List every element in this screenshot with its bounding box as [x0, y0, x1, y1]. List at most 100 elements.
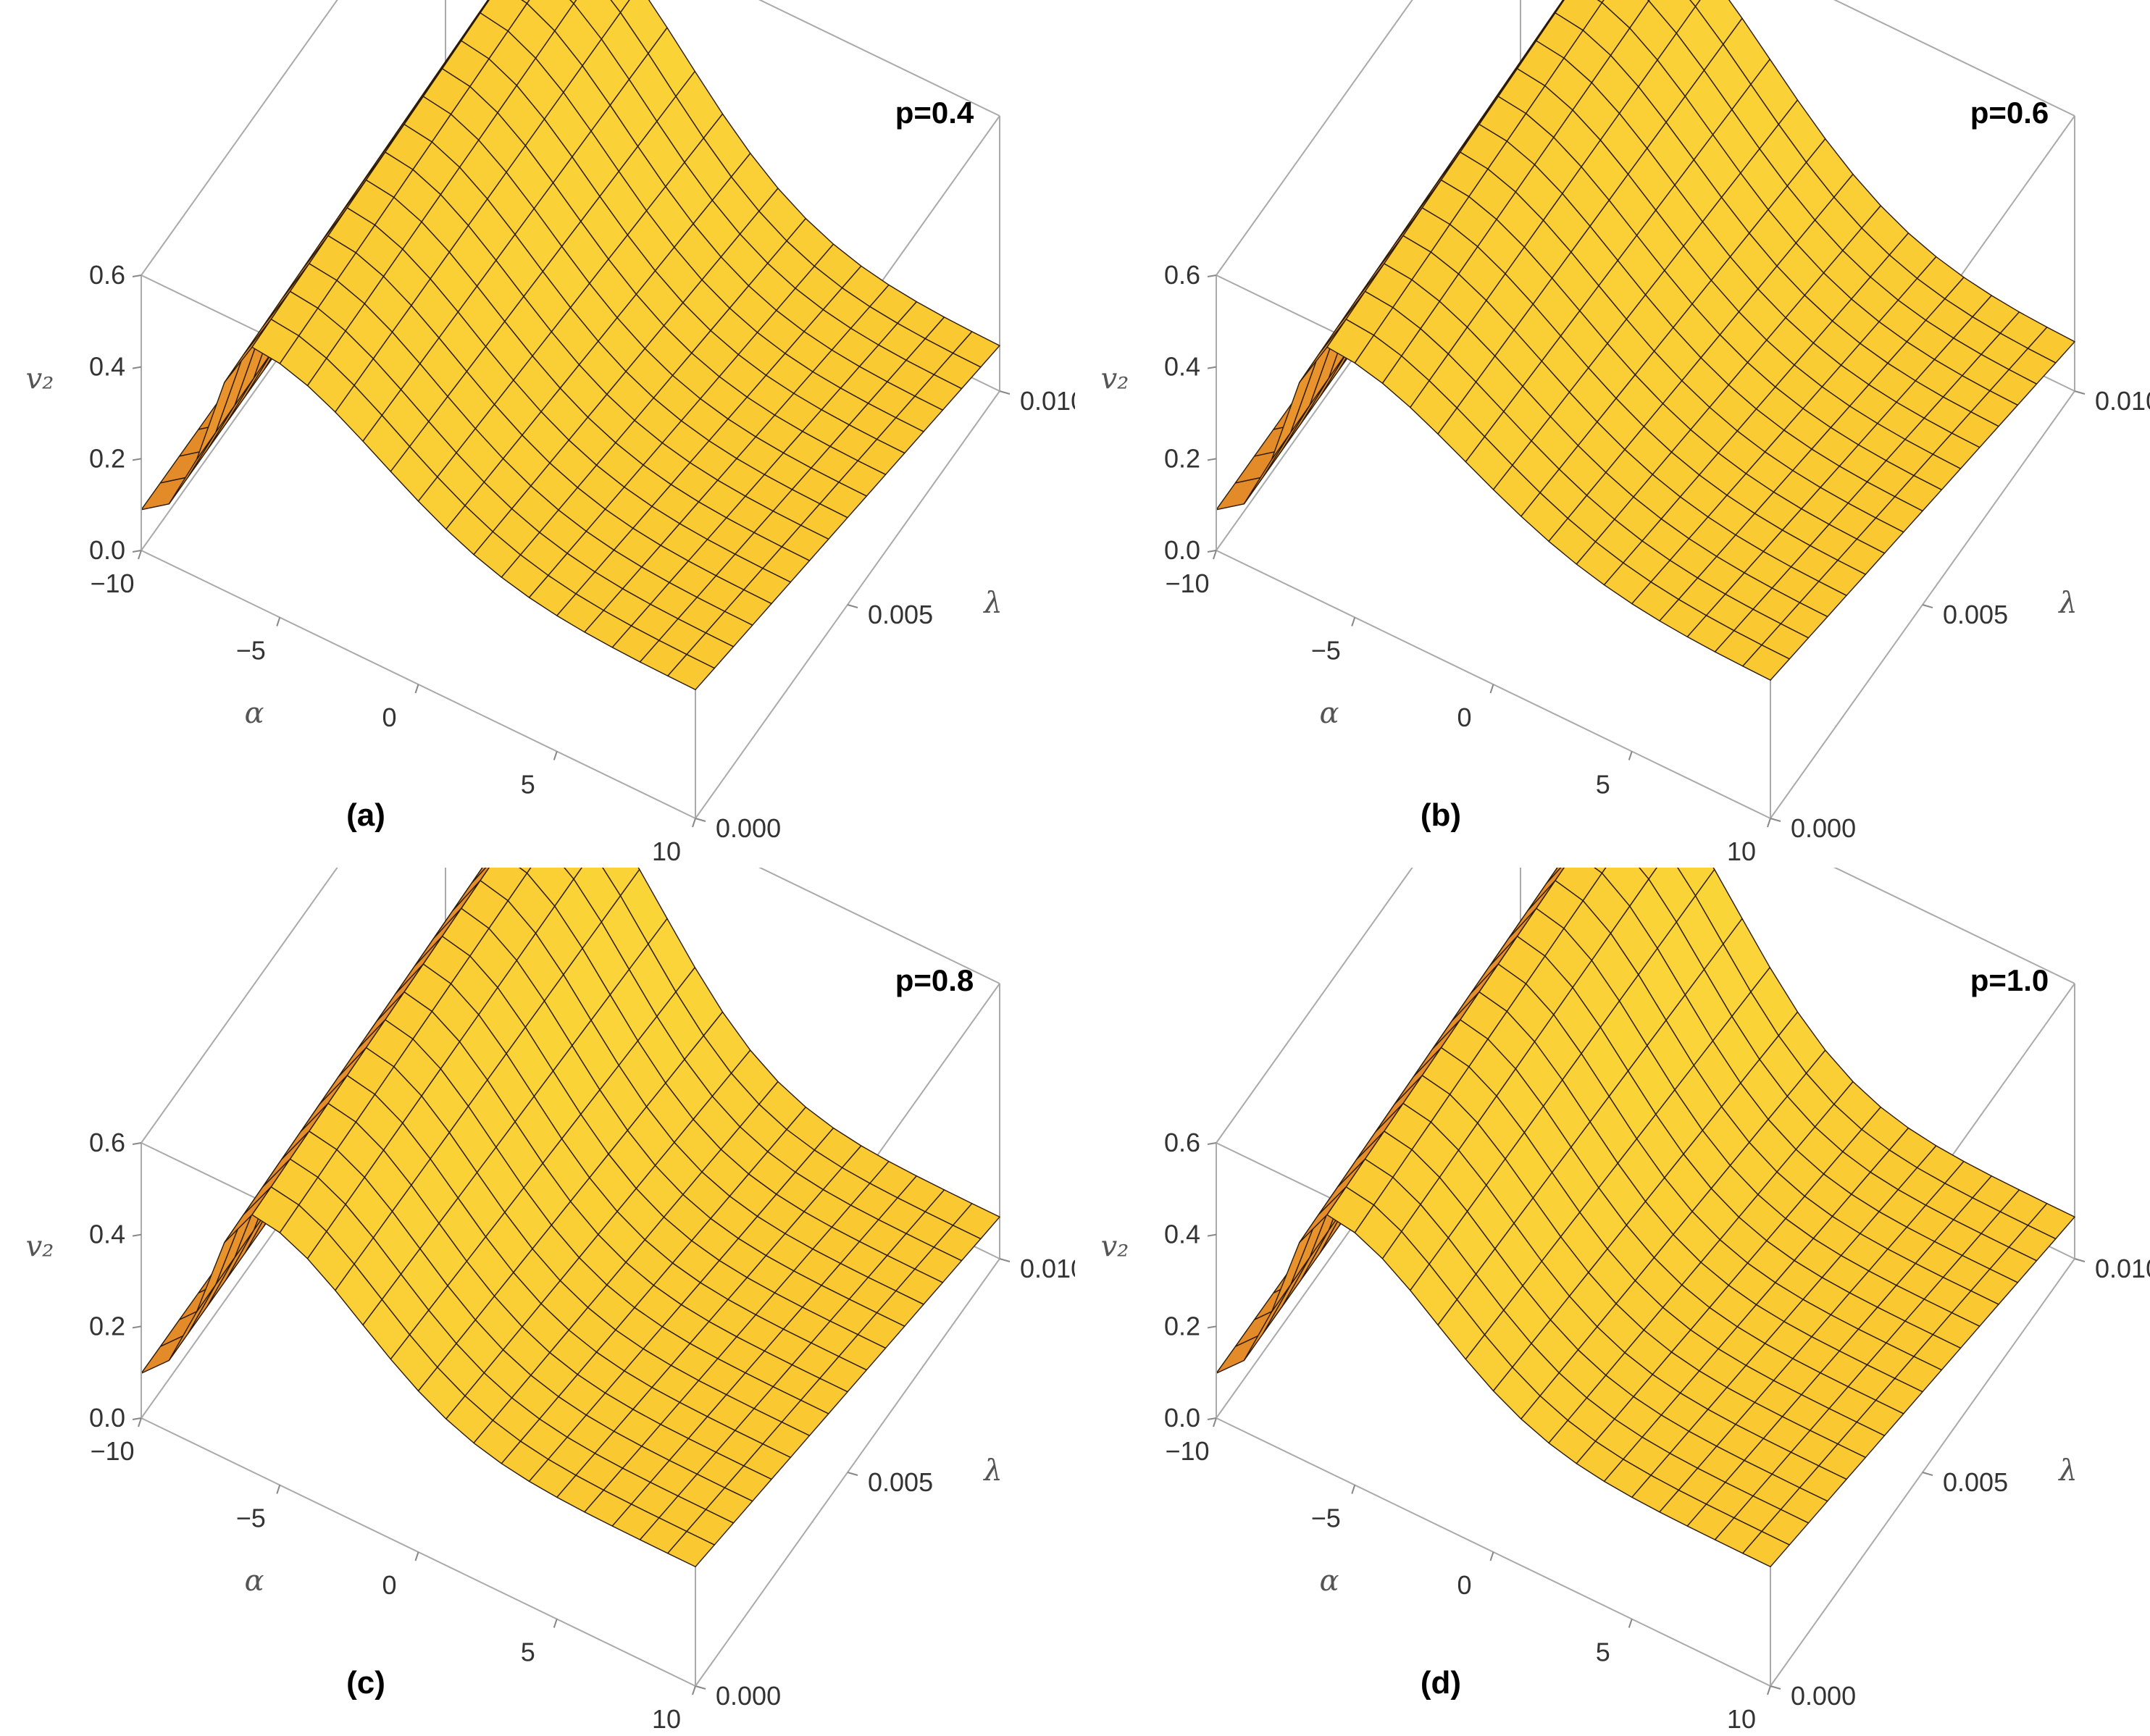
lambda-tick-b-0 [1770, 818, 1781, 822]
v2-tick-label-c-3: 0.6 [89, 1128, 125, 1157]
lambda-tick-d-1 [1922, 1472, 1933, 1476]
alpha-tick-label-c-3: 5 [521, 1638, 535, 1667]
alpha-tick-label-b-1: −5 [1311, 636, 1341, 666]
v2-axis-label-a: v₂ [26, 363, 54, 396]
alpha-tick-c-0 [138, 1417, 142, 1427]
lambda-tick-b-2 [2074, 390, 2086, 395]
lambda-tick-c-0 [695, 1685, 706, 1690]
alpha-tick-label-b-2: 0 [1457, 703, 1471, 732]
panel-label-d: (d) [1421, 1665, 1461, 1701]
lambda-tick-label-c-0: 0.000 [716, 1681, 781, 1711]
lambda-axis-label-a: λ [982, 587, 1002, 620]
surface-quad-d-4-13 [1594, 868, 1607, 874]
surface-svg-a: −10 −5 0 5 10 0.000 0.005 0.010 0.0 0.2 0.4 0.6 α λ v₂… [26, 0, 1075, 866]
v2-tick-a-3 [132, 274, 142, 277]
v2-tick-a-2 [132, 366, 142, 369]
v2-tick-label-c-0: 0.0 [89, 1403, 125, 1433]
alpha-tick-a-1 [276, 617, 281, 626]
alpha-tick-label-d-0: −10 [1165, 1436, 1209, 1466]
alpha-axis-label-c: α [244, 1564, 264, 1598]
panel-title-d: p=1.0 [1970, 963, 2049, 997]
panel-label-a: (a) [346, 797, 385, 833]
v2-tick-label-b-3: 0.6 [1164, 260, 1200, 290]
alpha-tick-d-1 [1351, 1485, 1356, 1494]
lambda-axis-label-d: λ [2057, 1454, 2077, 1488]
panel-label-b: (b) [1421, 797, 1461, 833]
panel-title-c: p=0.8 [895, 963, 974, 997]
v2-tick-d-1 [1207, 1325, 1217, 1329]
v2-tick-label-d-2: 0.4 [1164, 1220, 1200, 1249]
lambda-tick-label-d-0: 0.000 [1791, 1681, 1856, 1711]
alpha-tick-a-3 [553, 751, 558, 760]
lambda-tick-label-d-1: 0.005 [1943, 1467, 2008, 1497]
surface-quad-a-19-0 [667, 653, 715, 690]
v2-tick-b-1 [1207, 458, 1217, 461]
alpha-tick-d-0 [1213, 1417, 1217, 1427]
v2-tick-b-3 [1207, 274, 1217, 277]
alpha-tick-label-c-1: −5 [236, 1504, 266, 1533]
lambda-tick-label-d-2: 0.010 [2095, 1254, 2150, 1283]
surface-quad-b-19-0 [1742, 644, 1790, 681]
lambda-tick-c-2 [999, 1258, 1011, 1262]
alpha-tick-label-a-2: 0 [382, 703, 396, 732]
lambda-tick-label-b-1: 0.005 [1943, 600, 2008, 629]
v2-tick-d-3 [1207, 1142, 1217, 1145]
surface-quad-b-6-15 [1689, 0, 1701, 7]
v2-tick-c-0 [132, 1417, 142, 1420]
alpha-axis-label-b: α [1319, 697, 1339, 730]
v2-tick-label-a-0: 0.0 [89, 535, 125, 565]
alpha-tick-b-2 [1489, 684, 1494, 694]
v2-axis-label-b: v₂ [1101, 363, 1129, 396]
box-edge-c-1 [758, 868, 1000, 984]
lambda-tick-label-c-2: 0.010 [1020, 1254, 1075, 1283]
v2-tick-label-a-1: 0.2 [89, 443, 125, 473]
box-edge-a-1 [758, 0, 1000, 117]
lambda-tick-c-1 [847, 1472, 858, 1476]
surface-plot-c: −10 −5 0 5 10 0.000 0.005 0.010 0.0 0.2 0.4 0.6 α λ v₂… [0, 868, 1075, 1735]
alpha-tick-a-0 [138, 550, 142, 560]
panel-label-c: (c) [346, 1665, 385, 1701]
alpha-tick-label-d-2: 0 [1457, 1570, 1471, 1600]
box-edge-a-0 [141, 0, 338, 276]
alpha-tick-label-b-3: 5 [1596, 770, 1610, 800]
surface-quad-c-4-13 [519, 868, 532, 874]
alpha-tick-label-a-4: 10 [652, 836, 681, 866]
alpha-tick-b-1 [1351, 617, 1356, 626]
v2-tick-label-d-3: 0.6 [1164, 1128, 1200, 1157]
v2-tick-d-2 [1207, 1233, 1217, 1237]
surface-plot-d: −10 −5 0 5 10 0.000 0.005 0.010 0.0 0.2 0.4 0.6 α λ v₂… [1075, 868, 2150, 1735]
box-edge-d-0 [1216, 868, 1413, 1144]
box-edge-c-0 [141, 868, 338, 1144]
ticks-c: −10 −5 0 5 10 0.000 0.005 0.010 0.0 0.2 0.4 0.6 [89, 1128, 1075, 1734]
v2-axis-label-d: v₂ [1101, 1230, 1129, 1264]
v2-tick-a-0 [132, 550, 142, 553]
alpha-tick-c-3 [553, 1619, 558, 1628]
alpha-tick-label-d-1: −5 [1311, 1504, 1341, 1533]
surface-svg-b: −10 −5 0 5 10 0.000 0.005 0.010 0.0 0.2 0.4 0.6 α λ v₂… [1101, 0, 2150, 866]
ticks-a: −10 −5 0 5 10 0.000 0.005 0.010 0.0 0.2 0.4 0.6 [89, 260, 1075, 866]
v2-tick-label-b-2: 0.4 [1164, 352, 1200, 382]
ticks-b: −10 −5 0 5 10 0.000 0.005 0.010 0.0 0.2 0.4 0.6 [1164, 260, 2150, 866]
v2-tick-c-3 [132, 1142, 142, 1145]
lambda-tick-label-a-2: 0.010 [1020, 386, 1075, 416]
alpha-tick-c-2 [414, 1551, 419, 1561]
alpha-tick-label-c-2: 0 [382, 1570, 396, 1600]
lambda-tick-label-b-0: 0.000 [1791, 813, 1856, 843]
alpha-tick-a-2 [414, 684, 419, 694]
alpha-tick-label-c-0: −10 [90, 1436, 134, 1466]
alpha-tick-d-4 [1767, 1685, 1771, 1695]
alpha-tick-b-3 [1628, 751, 1633, 760]
alpha-tick-label-d-3: 5 [1596, 1638, 1610, 1667]
panel-title-a: p=0.4 [895, 96, 974, 130]
alpha-tick-label-b-0: −10 [1165, 569, 1209, 598]
alpha-tick-label-a-0: −10 [90, 569, 134, 598]
lambda-tick-b-1 [1922, 604, 1933, 608]
surface-quad-c-19-0 [667, 1530, 715, 1567]
alpha-tick-label-a-3: 5 [521, 770, 535, 800]
v2-tick-label-b-0: 0.0 [1164, 535, 1200, 565]
v2-tick-b-0 [1207, 550, 1217, 553]
alpha-tick-a-4 [692, 818, 696, 828]
alpha-axis-label-d: α [1319, 1564, 1339, 1598]
surface-c [141, 868, 1000, 1567]
box-edge-b-0 [1216, 0, 1413, 276]
